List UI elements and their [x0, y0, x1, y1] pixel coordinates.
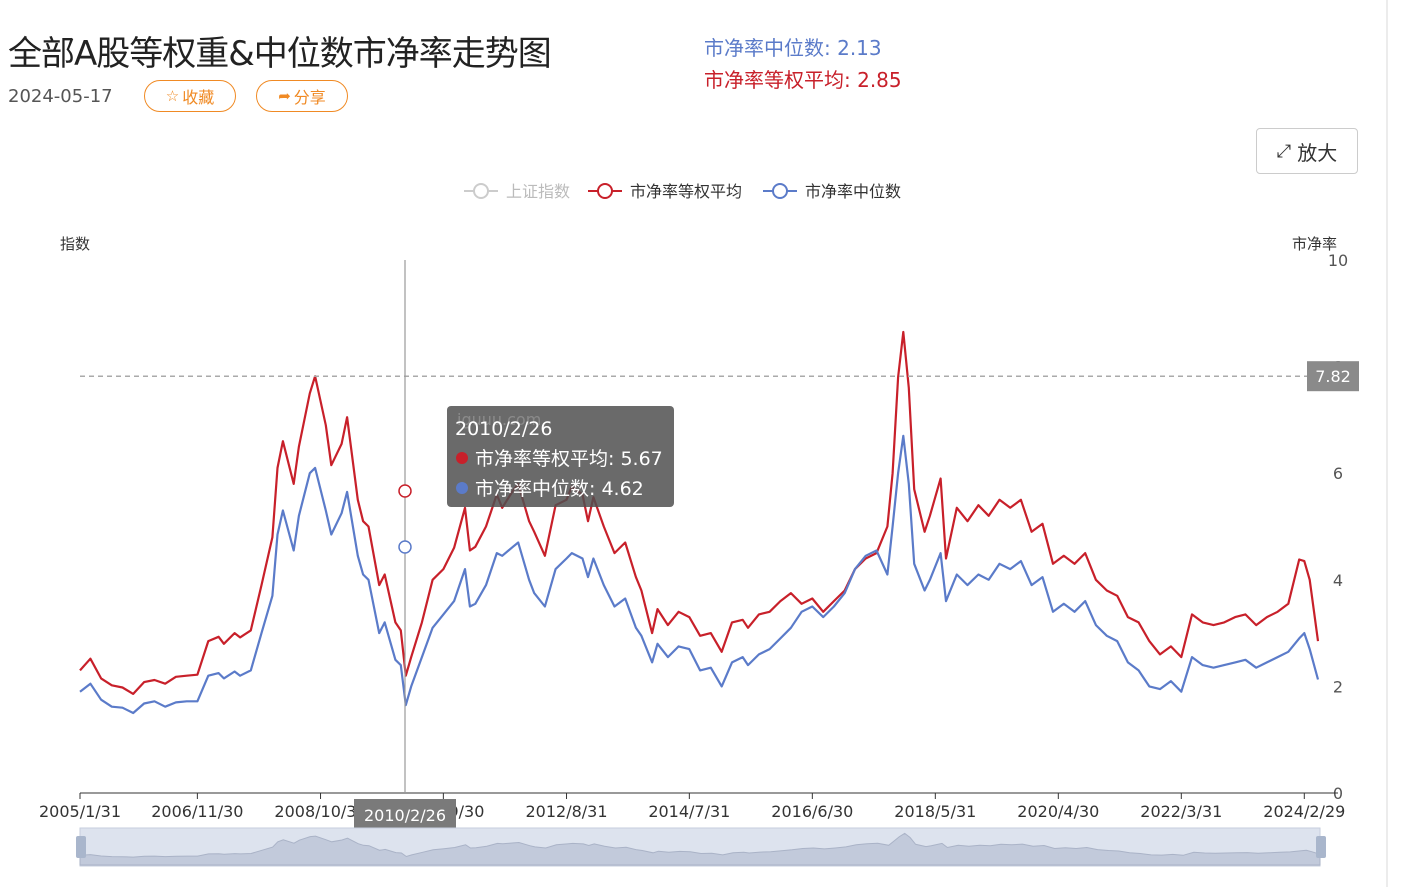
- y-tick-label: 10: [1328, 251, 1348, 270]
- x-tick-label: 2018/5/31: [894, 802, 976, 821]
- tooltip-dot: [456, 482, 468, 494]
- datazoom-handle-left[interactable]: [76, 836, 86, 858]
- tooltip-dot: [456, 452, 468, 464]
- y-tick-label: 4: [1333, 571, 1343, 590]
- star-icon: ☆: [165, 87, 180, 105]
- tooltip-date: 2010/2/26: [455, 418, 552, 440]
- tooltip-watermark: iguuu.com: [457, 410, 541, 429]
- hover-marker-median: [398, 540, 412, 554]
- y-tick-label: 2: [1333, 677, 1343, 696]
- legend-marker[interactable]: [473, 183, 489, 199]
- x-tick-label: 2020/4/30: [1017, 802, 1099, 821]
- report-date: 2024-05-17: [8, 86, 113, 107]
- favorite-label: 收藏: [182, 88, 215, 107]
- markline-label-bg: [1307, 361, 1359, 392]
- crosshair-label-bg: [354, 799, 456, 831]
- favorite-button[interactable]: ☆ 收藏: [144, 80, 236, 112]
- expand-icon: ⤢: [1276, 140, 1292, 162]
- pb-chart[interactable]: 指数市净率02468102005/1/312006/11/302008/10/3…: [0, 0, 1386, 887]
- share-label: 分享: [293, 88, 326, 107]
- x-tick-label: 2024/2/29: [1263, 802, 1345, 821]
- tooltip-box: [447, 406, 674, 507]
- datazoom-preview: [79, 832, 1321, 866]
- x-tick-label: 2016/6/30: [771, 802, 853, 821]
- x-tick-label: 2006/11/30: [151, 802, 243, 821]
- x-tick-label: 2005/1/31: [39, 802, 121, 821]
- datazoom-handle-right[interactable]: [1316, 836, 1326, 858]
- page-title: 全部A股等权重&中位数市净率走势图: [8, 34, 552, 74]
- x-tick-label: 2014/7/31: [648, 802, 730, 821]
- series-line[interactable]: [79, 330, 1320, 695]
- right-axis-title: 市净率: [1292, 235, 1337, 253]
- page-edge-divider: [1386, 0, 1388, 887]
- legend-marker[interactable]: [772, 183, 788, 199]
- x-tick-label: 2012/8/31: [525, 802, 607, 821]
- zoom-button[interactable]: ⤢ 放大: [1256, 128, 1358, 174]
- zoom-label: 放大: [1297, 140, 1338, 165]
- left-axis-title: 指数: [60, 235, 90, 253]
- x-tick-label: 2008/10/31: [274, 802, 366, 821]
- hover-marker-mean: [398, 484, 412, 498]
- share-arrow-icon: ➦: [278, 87, 291, 105]
- legend-item[interactable]: 市净率等权平均: [630, 182, 742, 201]
- y-tick-label: 6: [1333, 464, 1343, 483]
- legend-marker[interactable]: [597, 183, 613, 199]
- legend-item[interactable]: 上证指数: [506, 182, 570, 201]
- crosshair-label: 2010/2/26: [364, 806, 446, 825]
- tooltip-item: 市净率等权平均: 5.67: [475, 448, 663, 470]
- stat-mean: 市净率等权平均: 2.85: [704, 68, 902, 92]
- tooltip-item: 市净率中位数: 4.62: [475, 478, 644, 500]
- share-button[interactable]: ➦ 分享: [256, 80, 348, 112]
- series-line[interactable]: [79, 434, 1320, 715]
- stat-median: 市净率中位数: 2.13: [704, 36, 882, 60]
- legend-item[interactable]: 市净率中位数: [805, 182, 901, 201]
- markline-label: 7.82: [1315, 367, 1351, 386]
- x-tick-label: 2022/3/31: [1140, 802, 1222, 821]
